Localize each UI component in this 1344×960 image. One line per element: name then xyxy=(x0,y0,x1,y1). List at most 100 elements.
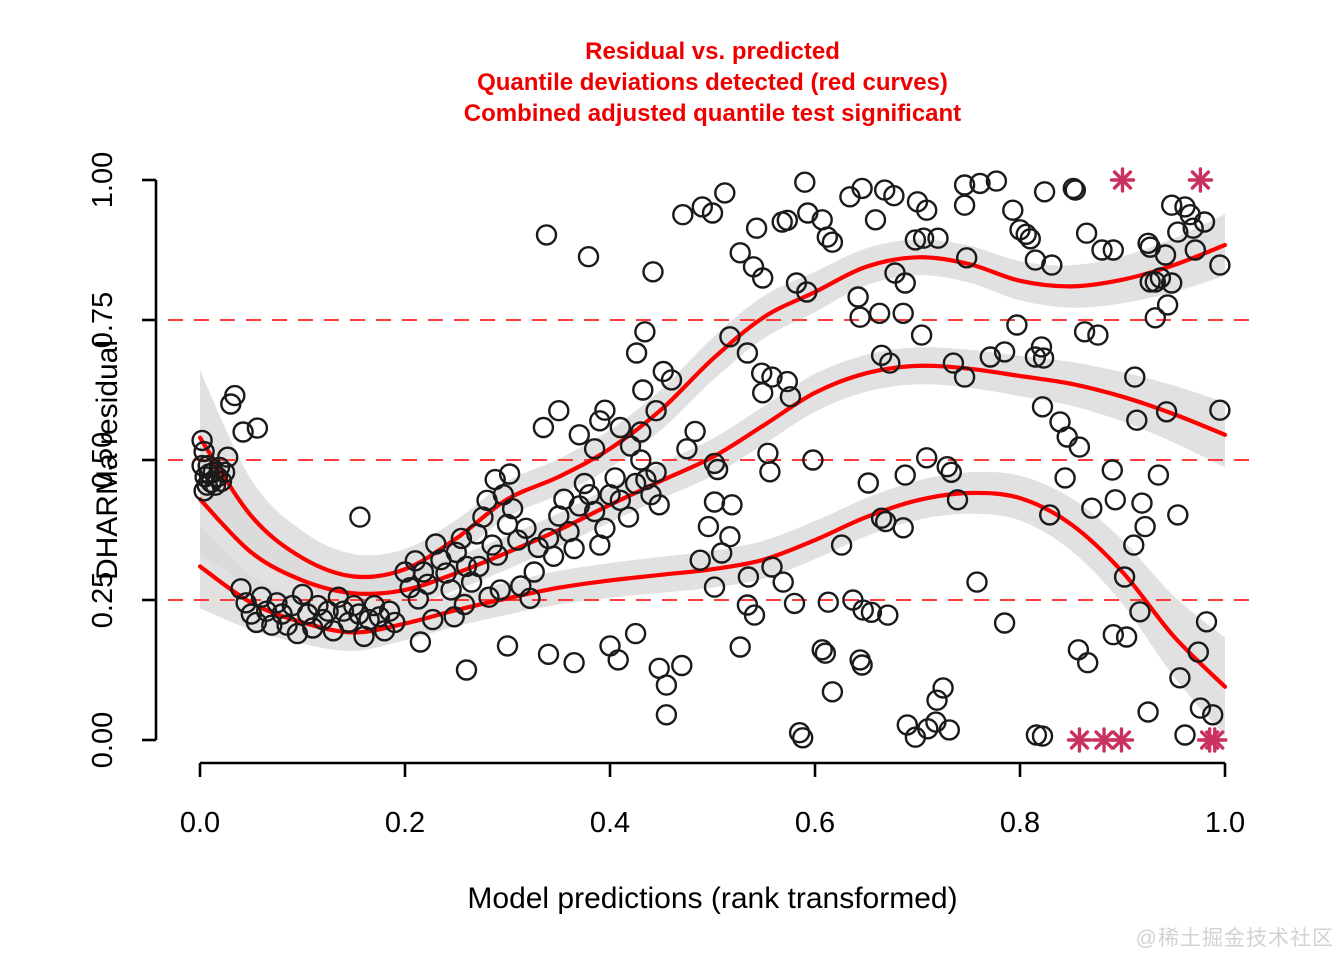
y-tick-label: 0.25 xyxy=(87,572,119,628)
scatter-point xyxy=(737,566,760,588)
scatter-point xyxy=(729,242,751,264)
scatter-point xyxy=(422,608,444,631)
scatter-point xyxy=(1002,199,1024,221)
scatter-point xyxy=(409,631,432,653)
asterisk-stroke xyxy=(1190,170,1211,190)
scatter-point xyxy=(860,601,883,623)
scatter-point xyxy=(1102,624,1125,646)
scatter-point xyxy=(1033,181,1056,203)
scatter-point xyxy=(368,606,391,628)
scatter-point xyxy=(594,399,616,421)
scatter-point xyxy=(1064,179,1087,201)
scatter-point xyxy=(788,722,811,744)
scatter-point xyxy=(642,261,664,283)
scatter-point xyxy=(1073,321,1096,343)
scatter-point xyxy=(1134,515,1156,538)
scatter-point xyxy=(1167,504,1189,526)
scatter-point xyxy=(1184,239,1207,261)
scatter-point xyxy=(266,592,288,614)
scatter-point xyxy=(519,587,541,609)
scatter-point xyxy=(478,586,500,608)
scatter-point xyxy=(250,586,273,608)
scatter-point xyxy=(684,420,706,443)
scatter-point xyxy=(1102,239,1125,261)
scatter-point xyxy=(523,561,545,583)
scatter-point xyxy=(1167,221,1189,243)
scatter-point xyxy=(1160,194,1183,216)
scatter-point xyxy=(927,227,949,249)
scatter-point xyxy=(706,458,729,481)
x-tick-label: 0.2 xyxy=(385,807,425,839)
confidence-band-median-0.50 xyxy=(200,347,1225,614)
scatter-point xyxy=(1038,504,1061,526)
scatter-point xyxy=(191,429,213,452)
scatter-point xyxy=(1209,254,1231,276)
scatter-point xyxy=(776,209,798,232)
scatter-point xyxy=(772,571,794,593)
scatter-point xyxy=(594,517,616,539)
scatter-point xyxy=(759,461,781,483)
scatter-point xyxy=(224,384,246,407)
scatter-point xyxy=(743,604,766,626)
scatter-point xyxy=(599,635,621,657)
scatter-point xyxy=(719,326,741,348)
scatter-point xyxy=(425,533,447,555)
y-axis-title: DHARMa residual xyxy=(91,339,125,581)
scatter-point xyxy=(632,379,654,401)
scatter-point xyxy=(745,217,768,239)
scatter-point xyxy=(1193,211,1216,233)
scatter-point xyxy=(1087,324,1109,346)
scatter-point xyxy=(1156,294,1179,316)
scatter-point xyxy=(358,608,380,631)
scatter-point xyxy=(1182,217,1204,239)
scatter-point xyxy=(701,202,724,224)
scatter-point xyxy=(619,435,642,457)
scatter-point xyxy=(1189,697,1212,719)
scatter-point xyxy=(894,464,916,486)
watermark-text: @稀土掘金技术社区 xyxy=(1135,927,1334,950)
asterisk-stroke xyxy=(1111,730,1132,750)
plot-title-line-1: Residual vs. predicted xyxy=(585,38,840,65)
scatter-point xyxy=(792,727,814,749)
scatter-point xyxy=(821,231,844,253)
scatter-point xyxy=(660,369,683,391)
scatter-point xyxy=(307,594,329,617)
scatter-point xyxy=(776,370,798,393)
scatter-point xyxy=(197,454,219,477)
scatter-point xyxy=(879,352,901,374)
scatter-point xyxy=(1144,271,1167,293)
scatter-point xyxy=(453,593,476,616)
scatter-point xyxy=(481,534,503,556)
scatter-point xyxy=(1015,223,1037,246)
scatter-point xyxy=(1031,725,1054,747)
scatter-point xyxy=(445,541,467,564)
scatter-point xyxy=(761,556,783,578)
scatter-point xyxy=(671,654,693,677)
scatter-point xyxy=(1144,307,1167,329)
scatter-point xyxy=(672,203,694,226)
scatter-point xyxy=(721,494,743,516)
scatter-point xyxy=(864,209,887,231)
scatter-point xyxy=(193,480,215,502)
scatter-point xyxy=(942,352,965,374)
scatter-point xyxy=(849,306,871,328)
scatter-point xyxy=(916,447,938,469)
scatter-point xyxy=(883,184,905,207)
scatter-point xyxy=(332,600,355,622)
scatter-point xyxy=(752,267,774,289)
scatter-point xyxy=(1155,401,1178,423)
scatter-point xyxy=(851,654,873,676)
scatter-point xyxy=(794,171,816,193)
scatter-point xyxy=(496,635,519,657)
scatter-point xyxy=(450,527,473,550)
scatter-point xyxy=(1209,399,1231,421)
scatter-point xyxy=(691,196,713,218)
scatter-point xyxy=(193,440,215,463)
scatter-point xyxy=(404,550,426,572)
scatter-point xyxy=(936,456,958,478)
asterisk-stroke xyxy=(1069,730,1090,750)
scatter-point xyxy=(412,561,435,583)
outlier-asterisk-bottom xyxy=(1066,727,1093,753)
scatter-point xyxy=(1154,244,1177,266)
